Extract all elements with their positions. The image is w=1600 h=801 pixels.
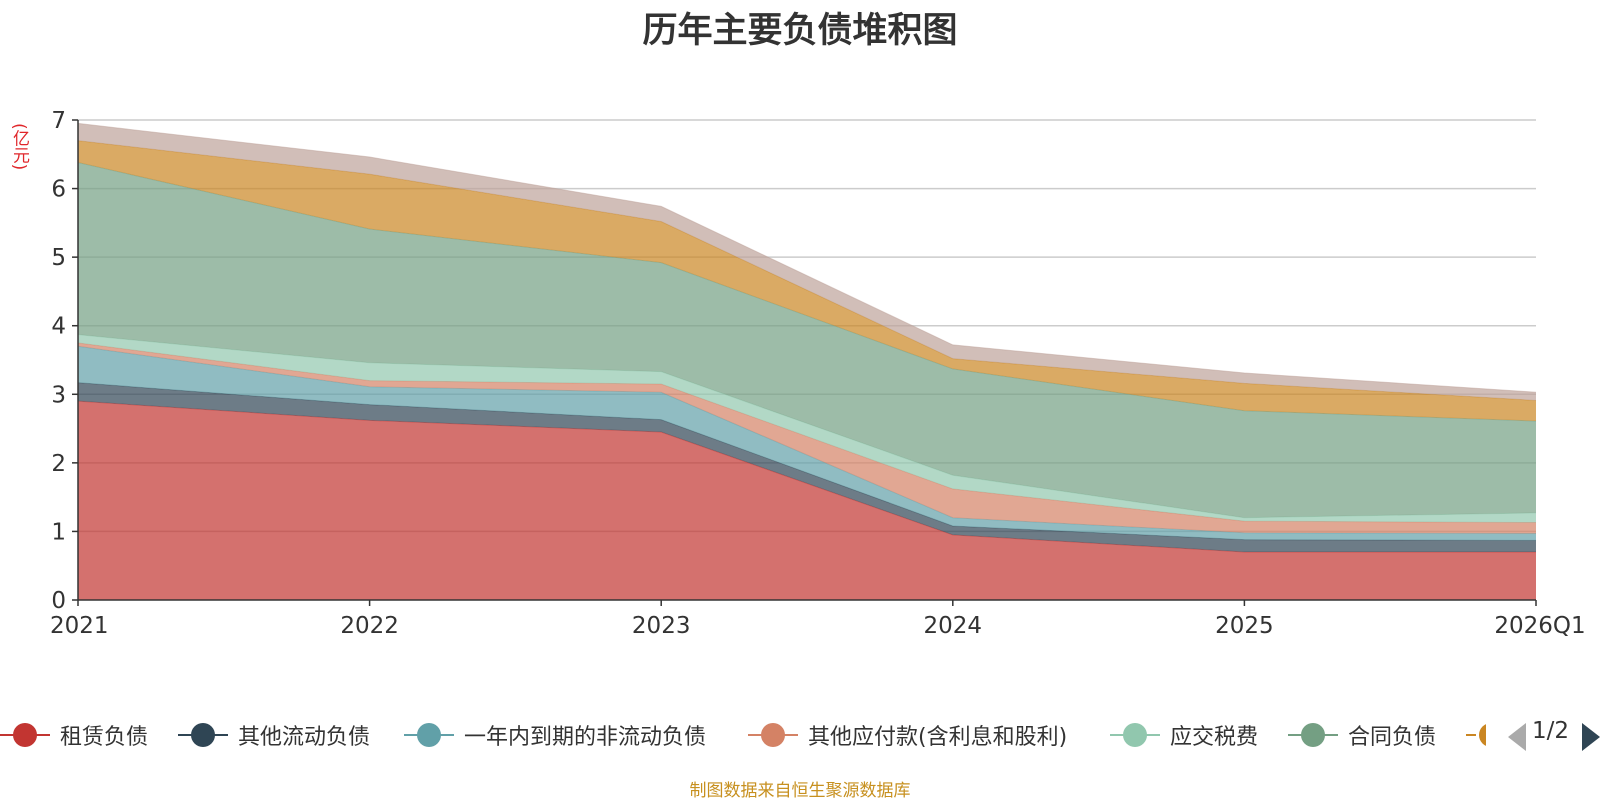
area-series-2 [78, 346, 1536, 541]
legend-item[interactable]: 其他应付款(含利息和股利) [748, 718, 1067, 752]
legend-label: 应交税费 [1170, 725, 1259, 750]
x-tick-label: 2026Q1 [1494, 613, 1585, 639]
legend-item-partial[interactable] [1466, 718, 1486, 752]
line-series-5 [77, 162, 1537, 422]
legend-label: 其他应付款(含利息和股利) [808, 725, 1068, 750]
legend-prev-page-icon[interactable] [1508, 723, 1526, 751]
stacked-area-chart: 0 1 2 3 4 5 6 7 2021 2022 2023 2024 2025 2026Q1 [50, 108, 1586, 639]
legend-label: 一年内到期的非流动负债 [464, 725, 707, 750]
x-tick-label: 2024 [924, 613, 983, 639]
y-tick-label: 7 [51, 108, 66, 134]
legend-next-page-icon[interactable] [1582, 723, 1600, 751]
legend-marker-icon [178, 720, 228, 750]
x-tick-label: 2025 [1215, 613, 1274, 639]
line-series-7 [77, 122, 1537, 393]
area-series-0 [78, 401, 1536, 600]
area-series-7 [78, 123, 1536, 401]
legend-marker-icon [1466, 720, 1486, 750]
legend-marker-icon [748, 720, 798, 750]
legend-marker-icon [1288, 720, 1338, 750]
area-series-4 [78, 334, 1536, 523]
y-tick-label: 1 [51, 519, 66, 545]
chart-title: 历年主要负债堆积图 [642, 11, 958, 51]
area-series-6 [78, 140, 1536, 422]
axes [72, 119, 1537, 606]
legend-marker-icon [404, 720, 454, 750]
legend-marker-icon [1110, 720, 1160, 750]
area-series-5 [78, 162, 1536, 518]
series-areas [77, 122, 1537, 600]
legend-label: 租赁负债 [60, 725, 149, 750]
legend-item[interactable]: 一年内到期的非流动负债 [404, 718, 706, 752]
legend-marker-icon [0, 720, 50, 750]
legend-page-indicator: 1/2 [1532, 718, 1570, 744]
area-series-3 [78, 342, 1536, 534]
legend-item[interactable]: 其他流动负债 [178, 718, 370, 752]
legend-label: 合同负债 [1348, 725, 1437, 750]
legend-item[interactable]: 合同负债 [1288, 718, 1436, 752]
legend-label: 其他流动负债 [238, 725, 371, 750]
y-axis-unit-label: (亿元) [9, 123, 29, 171]
line-series-2 [77, 345, 1537, 534]
y-tick-label: 3 [51, 382, 66, 408]
area-series-1 [78, 382, 1536, 552]
source-note: 制图数据来自恒生聚源数据库 [689, 781, 911, 801]
y-tick-label: 0 [51, 588, 66, 614]
tick-labels: 0 1 2 3 4 5 6 7 2021 2022 2023 2024 2025 2026Q1 [50, 108, 1586, 639]
y-tick-label: 5 [51, 245, 66, 271]
x-tick-label: 2021 [50, 613, 109, 639]
x-tick-label: 2023 [632, 613, 691, 639]
legend-item[interactable]: 应交税费 [1110, 718, 1258, 752]
legend: 租赁负债 其他流动负债 一年内到期的非流动负债 其他应付款(含利息和股利) 应交税费 合同… [0, 718, 1600, 752]
y-tick-label: 4 [51, 314, 66, 340]
x-tick-label: 2022 [340, 613, 399, 639]
y-tick-label: 6 [51, 177, 66, 203]
y-tick-label: 2 [51, 451, 66, 477]
legend-item[interactable]: 租赁负债 [0, 718, 148, 752]
